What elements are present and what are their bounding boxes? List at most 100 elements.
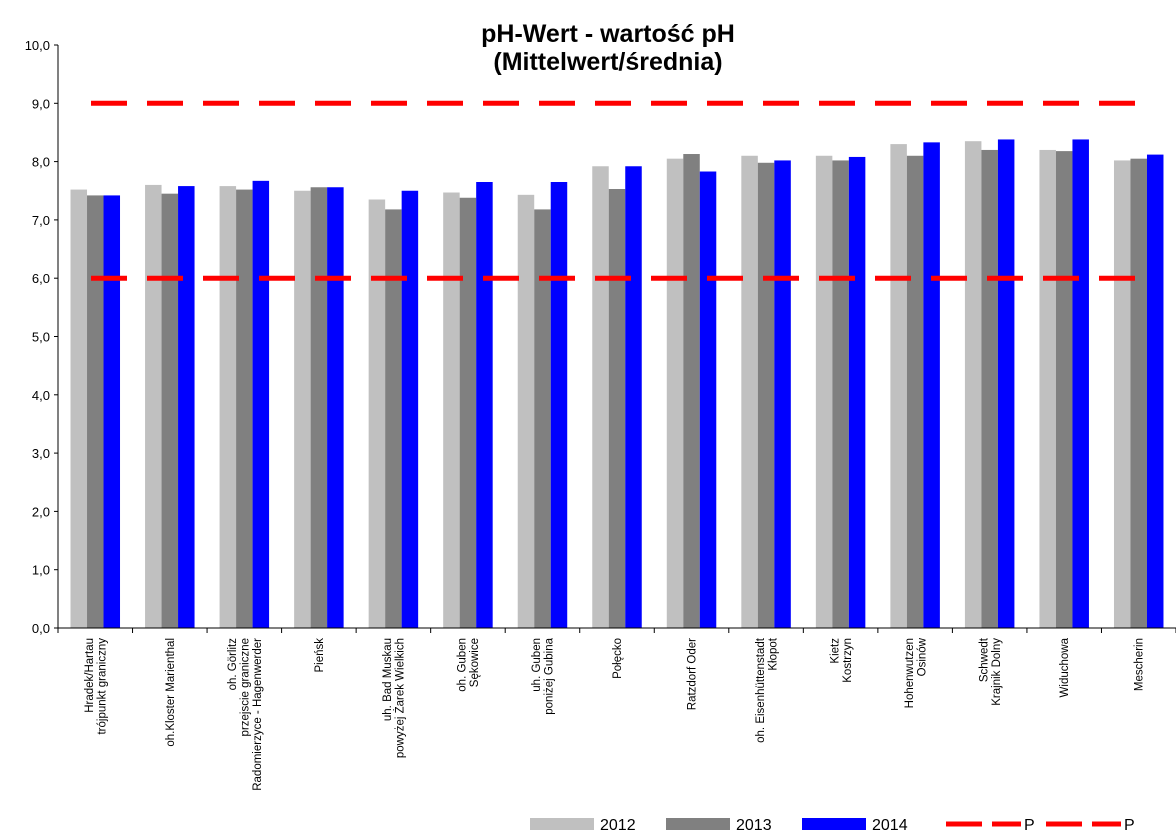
category-label-group: uh. Guben poniżej Gubina — [531, 637, 556, 714]
bar-2014 — [923, 142, 940, 629]
y-tick-label: 7,0 — [32, 213, 50, 228]
bar-2013 — [832, 160, 849, 628]
bar-2014 — [252, 180, 270, 628]
bar-2014 — [699, 171, 717, 628]
bar-2013 — [385, 209, 402, 628]
y-tick-label: 9,0 — [32, 96, 50, 111]
category-label: oh. Eisenhüttenstadt — [755, 637, 767, 743]
bar-2014 — [178, 186, 195, 628]
category-label: Schwedt — [978, 637, 990, 682]
category-label-group: Kietz Kostrzyn — [829, 638, 854, 683]
category-label: oh. Görlitz — [227, 638, 239, 691]
bar-2012 — [219, 186, 237, 628]
category-label-group: Hradek/Hartau trójpunkt graniczny — [84, 638, 109, 735]
bar-2013 — [1130, 158, 1147, 628]
bar-2013 — [1055, 151, 1073, 629]
legend-label: P — [1124, 817, 1135, 834]
category-label: Widuchowa — [1059, 637, 1071, 697]
bar-2012 — [145, 184, 162, 629]
y-tick-label: 5,0 — [32, 330, 50, 345]
category-label: Hradek/Hartau — [84, 638, 96, 713]
legend-swatch-2012 — [530, 818, 594, 830]
bar-2014 — [327, 187, 344, 628]
category-label: powyżej Żarek Wielkich — [394, 638, 407, 758]
y-tick-label: 3,0 — [32, 446, 50, 461]
bar-2014 — [550, 182, 568, 628]
bar-2013 — [161, 193, 179, 629]
chart-title-line: (Mittelwert/średnia) — [493, 48, 722, 76]
bar-2012 — [443, 192, 460, 628]
bar-2012 — [890, 144, 907, 629]
bar-2013 — [683, 154, 700, 628]
category-label-group: oh.Kloster Marienthal — [165, 638, 177, 747]
legend-label: 2014 — [872, 817, 908, 834]
bar-2013 — [310, 187, 328, 628]
y-tick-label: 8,0 — [32, 155, 50, 170]
category-label: Radomierzyce - Hagenwerder — [252, 638, 264, 791]
bar-2012 — [1039, 149, 1056, 628]
bar-2014 — [476, 182, 493, 628]
y-tick-label: 0,0 — [32, 621, 50, 636]
legend-label: 2013 — [736, 817, 772, 834]
bar-2013 — [534, 209, 551, 628]
bar-2013 — [87, 195, 104, 628]
bar-2013 — [981, 149, 998, 628]
legend-label: P — [1024, 817, 1035, 834]
category-label-group: Połęcko — [612, 638, 624, 679]
bar-2014 — [997, 139, 1015, 628]
legend-label: 2012 — [600, 817, 636, 834]
category-label: Kostrzyn — [842, 638, 854, 683]
category-label-group: oh. Eisenhüttenstadt Kłopot — [755, 637, 780, 743]
bar-2014 — [1072, 139, 1089, 628]
y-tick-label: 10,0 — [25, 38, 50, 53]
bar-2012 — [517, 194, 535, 628]
category-label: Kłopot — [767, 637, 779, 670]
legend-swatch-2014 — [802, 818, 866, 830]
bar-2014 — [103, 195, 121, 628]
category-label-group: Widuchowa — [1059, 637, 1071, 697]
category-label-group: oh. Görlitz przejscie graniczne Radomierzy… — [227, 638, 264, 791]
category-label: Ratzdorf Oder — [687, 638, 699, 710]
category-label: Sękowice — [469, 638, 481, 687]
category-label: uh. Guben — [531, 638, 543, 692]
category-label: przejscie graniczne — [239, 638, 251, 736]
bar-2013 — [608, 189, 626, 628]
bar-2014 — [848, 156, 866, 628]
y-tick-label: 1,0 — [32, 563, 50, 578]
bar-2012 — [368, 199, 386, 628]
bar-2013 — [906, 155, 924, 628]
bar-2012 — [592, 166, 609, 628]
bar-2012 — [294, 190, 311, 628]
category-label: Osinów — [916, 637, 928, 676]
bar-2012 — [815, 155, 833, 628]
category-label: Połęcko — [612, 638, 624, 679]
category-label: Krajnik Dolny — [991, 638, 1003, 706]
category-label: poniżej Gubina — [544, 637, 556, 714]
category-label: Kietz — [829, 638, 841, 664]
bar-2013 — [236, 189, 253, 628]
bar-2014 — [1146, 154, 1164, 628]
category-label: Mescherin — [1134, 638, 1146, 691]
category-label: trójpunkt graniczny — [97, 638, 109, 735]
category-label: oh. Guben — [457, 638, 469, 692]
chart-title-line: pH-Wert - wartość pH — [481, 20, 735, 48]
bar-2012 — [1113, 160, 1131, 628]
category-label-group: Hohenwutzen Osinów — [904, 637, 929, 708]
bar-2012 — [70, 189, 88, 628]
category-label-group: Ratzdorf Oder — [687, 638, 699, 710]
bar-2012 — [666, 158, 684, 628]
category-label-group: Pieńsk — [314, 638, 326, 673]
y-tick-label: 2,0 — [32, 504, 50, 519]
bar-2013 — [459, 197, 477, 628]
category-label-group: uh. Bad Muskau powyżej Żarek Wielkich — [382, 638, 407, 758]
legend-swatch-2013 — [666, 818, 730, 830]
category-label: Pieńsk — [314, 638, 326, 673]
bar-2014 — [625, 166, 642, 628]
bar-2012 — [741, 155, 758, 628]
bar-2012 — [964, 141, 982, 628]
category-label: Hohenwutzen — [904, 638, 916, 708]
bar-2013 — [757, 162, 775, 628]
category-label: uh. Bad Muskau — [382, 638, 394, 721]
category-label: oh.Kloster Marienthal — [165, 638, 177, 747]
